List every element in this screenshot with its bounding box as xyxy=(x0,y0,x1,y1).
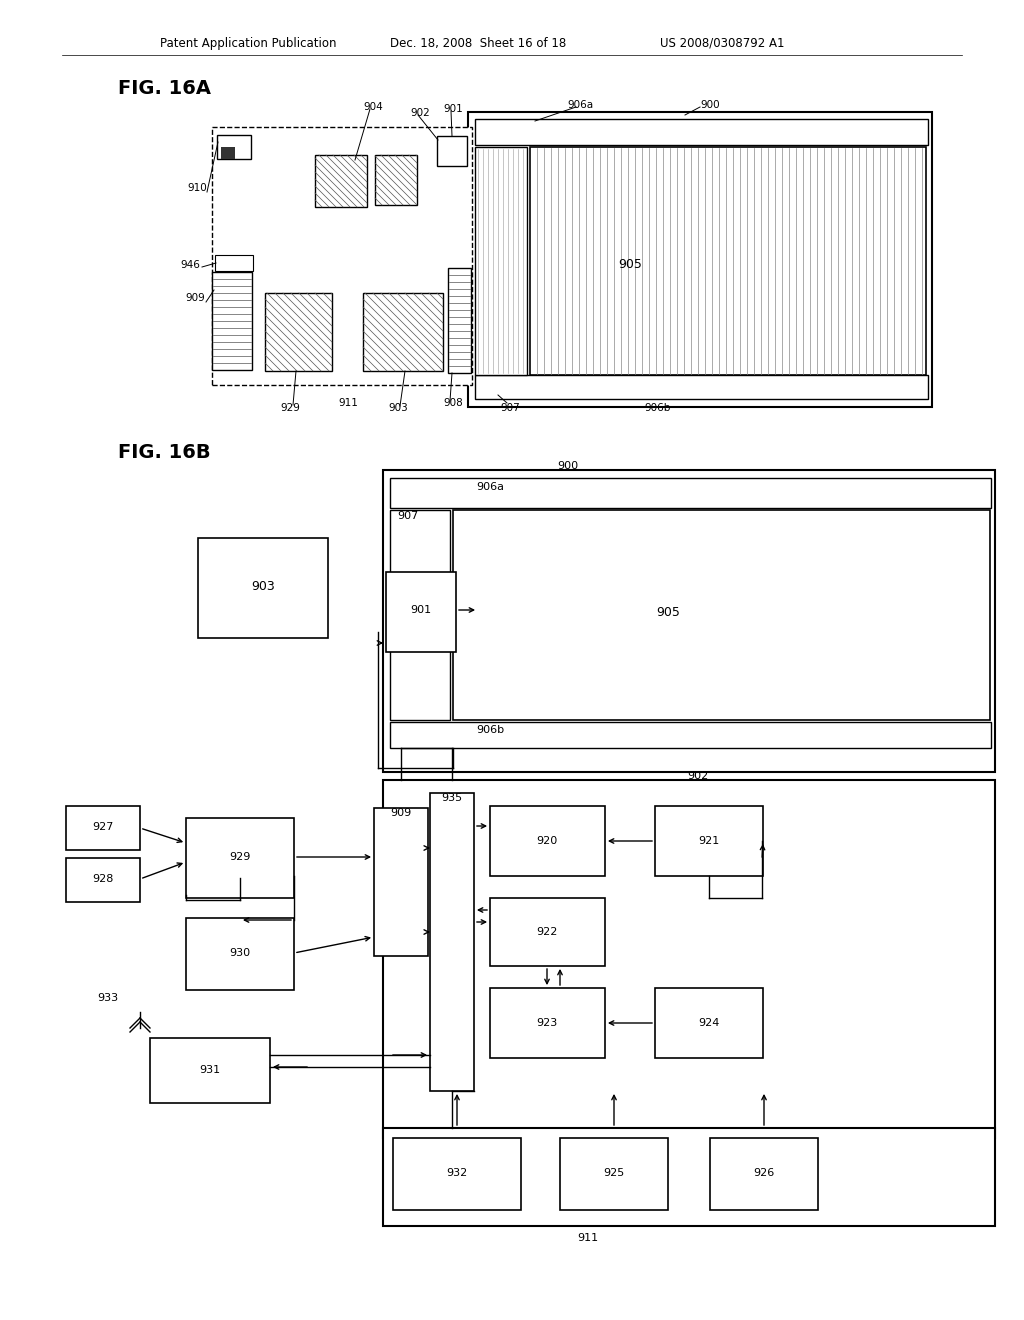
Text: 903: 903 xyxy=(388,403,408,413)
Bar xyxy=(66,858,140,902)
Bar xyxy=(186,818,294,898)
Bar xyxy=(265,293,332,371)
Bar xyxy=(390,478,991,508)
Bar xyxy=(560,1138,668,1210)
Text: 933: 933 xyxy=(97,993,119,1003)
Text: US 2008/0308792 A1: US 2008/0308792 A1 xyxy=(660,37,784,49)
Bar xyxy=(383,470,995,772)
Text: 935: 935 xyxy=(441,793,463,803)
Bar xyxy=(375,154,417,205)
Text: 906a: 906a xyxy=(567,100,593,110)
Bar xyxy=(490,987,605,1059)
Bar xyxy=(362,293,443,371)
Text: 932: 932 xyxy=(446,1168,468,1177)
Text: 911: 911 xyxy=(338,399,358,408)
Text: 946: 946 xyxy=(180,260,200,271)
Bar xyxy=(221,147,234,158)
Text: 921: 921 xyxy=(698,836,720,846)
Text: 907: 907 xyxy=(397,511,419,521)
Text: 905: 905 xyxy=(656,606,680,619)
Text: 902: 902 xyxy=(687,771,709,781)
Bar xyxy=(449,268,471,374)
Text: 925: 925 xyxy=(603,1168,625,1177)
Bar xyxy=(198,539,328,638)
Bar xyxy=(390,510,450,719)
Bar xyxy=(150,1038,270,1104)
Text: 900: 900 xyxy=(557,461,579,471)
Bar xyxy=(186,917,294,990)
Text: 907: 907 xyxy=(500,403,520,413)
Text: 908: 908 xyxy=(443,399,463,408)
Bar xyxy=(468,112,932,407)
Bar xyxy=(66,807,140,850)
Bar xyxy=(710,1138,818,1210)
Text: 930: 930 xyxy=(229,948,251,958)
Text: 911: 911 xyxy=(578,1233,599,1243)
Text: 929: 929 xyxy=(280,403,300,413)
Bar xyxy=(655,807,763,876)
Text: 906b: 906b xyxy=(476,725,504,735)
Text: 901: 901 xyxy=(411,605,431,615)
Text: FIG. 16A: FIG. 16A xyxy=(118,78,211,98)
Text: Dec. 18, 2008  Sheet 16 of 18: Dec. 18, 2008 Sheet 16 of 18 xyxy=(390,37,566,49)
Bar xyxy=(430,793,474,1092)
Text: 906b: 906b xyxy=(645,403,671,413)
Bar xyxy=(393,1138,521,1210)
Bar xyxy=(383,1129,995,1226)
Text: 902: 902 xyxy=(411,108,430,117)
Bar xyxy=(212,127,472,385)
Bar xyxy=(383,780,995,1138)
Text: 901: 901 xyxy=(443,104,463,114)
Bar xyxy=(215,255,253,271)
Text: 900: 900 xyxy=(700,100,720,110)
Text: 910: 910 xyxy=(187,183,207,193)
Bar xyxy=(655,987,763,1059)
Text: FIG. 16B: FIG. 16B xyxy=(118,444,211,462)
Text: 909: 909 xyxy=(185,293,205,304)
Text: 931: 931 xyxy=(200,1065,220,1074)
Bar xyxy=(217,135,251,158)
Bar xyxy=(374,808,428,956)
Text: 903: 903 xyxy=(251,579,274,593)
Bar xyxy=(490,898,605,966)
Bar xyxy=(386,572,456,652)
Text: 928: 928 xyxy=(92,874,114,884)
Text: 924: 924 xyxy=(698,1018,720,1028)
Text: 923: 923 xyxy=(537,1018,558,1028)
Text: 904: 904 xyxy=(364,102,383,112)
Text: 905: 905 xyxy=(618,259,642,272)
Text: Patent Application Publication: Patent Application Publication xyxy=(160,37,337,49)
Text: 929: 929 xyxy=(229,851,251,862)
Bar xyxy=(437,136,467,166)
Text: 926: 926 xyxy=(754,1168,774,1177)
Text: 906a: 906a xyxy=(476,482,504,492)
Text: 920: 920 xyxy=(537,836,558,846)
Bar xyxy=(315,154,367,207)
Text: 922: 922 xyxy=(537,927,558,937)
Bar xyxy=(475,147,527,375)
Text: 927: 927 xyxy=(92,822,114,832)
Bar xyxy=(390,722,991,748)
Bar xyxy=(490,807,605,876)
Bar xyxy=(475,375,928,399)
Bar xyxy=(530,147,926,375)
Text: 909: 909 xyxy=(390,808,412,818)
Bar xyxy=(212,272,252,370)
Bar xyxy=(475,119,928,145)
Bar xyxy=(453,510,990,719)
